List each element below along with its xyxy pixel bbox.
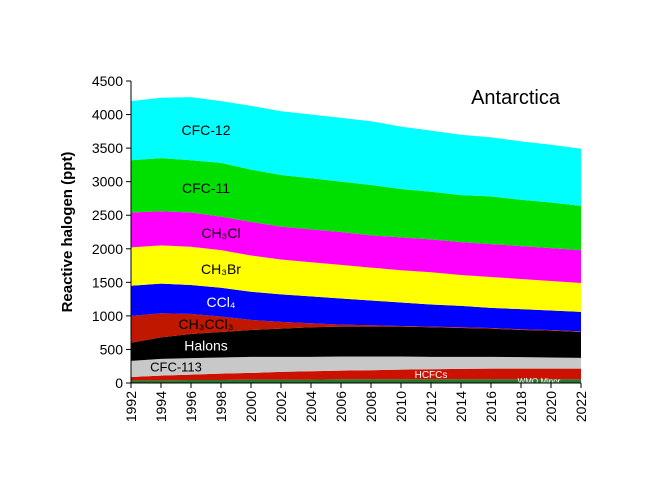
series-label: HCFCs bbox=[415, 370, 448, 381]
x-tick-label: 2016 bbox=[483, 391, 499, 422]
series-label: WMO Minor bbox=[518, 377, 561, 386]
series-label: CH₃Cl bbox=[201, 225, 240, 241]
x-tick-label: 2018 bbox=[513, 391, 529, 422]
x-tick-label: 2006 bbox=[333, 391, 349, 422]
area bbox=[131, 379, 581, 383]
area bbox=[131, 97, 581, 206]
series-label: CCl₄ bbox=[206, 294, 235, 310]
x-tick-label: 2002 bbox=[273, 391, 289, 422]
y-tick-label: 4500 bbox=[92, 73, 123, 89]
y-tick-label: 4000 bbox=[92, 107, 123, 123]
x-tick-label: 2012 bbox=[423, 391, 439, 422]
area bbox=[131, 313, 581, 343]
series-label: CH₃Br bbox=[201, 261, 241, 277]
x-tick-label: 2022 bbox=[573, 391, 589, 422]
y-axis-label: Reactive halogen (ppt) bbox=[59, 152, 76, 313]
area bbox=[131, 158, 581, 251]
x-tick-label: 1996 bbox=[183, 391, 199, 422]
x-tick-label: 2014 bbox=[453, 391, 469, 422]
x-tick-label: 1998 bbox=[213, 391, 229, 422]
x-tick-label: 1992 bbox=[123, 391, 139, 422]
y-tick-label: 3500 bbox=[92, 140, 123, 156]
series-label: CFC-12 bbox=[181, 122, 230, 138]
y-tick-label: 1000 bbox=[92, 308, 123, 324]
x-tick-label: 2010 bbox=[393, 391, 409, 422]
x-tick-label: 2004 bbox=[303, 391, 319, 422]
y-tick-label: 500 bbox=[100, 341, 124, 357]
area bbox=[131, 326, 581, 361]
y-tick-label: 0 bbox=[115, 375, 123, 391]
series-label: CFC-113 bbox=[150, 359, 202, 374]
x-tick-label: 2008 bbox=[363, 391, 379, 422]
y-tick-label: 1500 bbox=[92, 274, 123, 290]
series-label: CH₃CCl₃ bbox=[179, 316, 234, 332]
y-tick-label: 2000 bbox=[92, 241, 123, 257]
x-tick-label: 2000 bbox=[243, 391, 259, 422]
area bbox=[131, 356, 581, 377]
y-tick-label: 3000 bbox=[92, 174, 123, 190]
area bbox=[131, 211, 581, 284]
area bbox=[131, 245, 581, 312]
area bbox=[131, 283, 581, 332]
chart-title: Antarctica bbox=[471, 87, 561, 109]
series-label: CFC-11 bbox=[182, 180, 230, 196]
x-tick-label: 2020 bbox=[543, 391, 559, 422]
series-label: Halons bbox=[184, 337, 228, 353]
x-tick-label: 1994 bbox=[153, 391, 169, 422]
y-tick-label: 2500 bbox=[92, 207, 123, 223]
area bbox=[131, 368, 581, 381]
